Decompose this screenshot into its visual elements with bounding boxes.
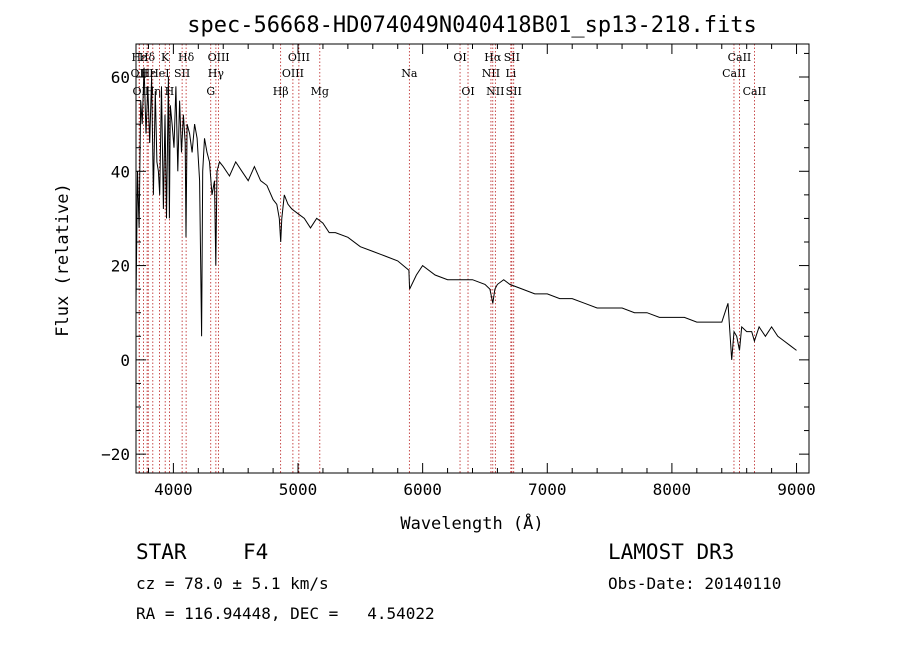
x-tick-label-6000: 6000 — [403, 480, 442, 499]
x-tick-label-7000: 7000 — [528, 480, 567, 499]
line-label-13: OIII — [208, 51, 230, 64]
line-label-22: Hα — [484, 51, 502, 64]
y-tick-label-40: 40 — [111, 162, 130, 181]
object-type: STAR — [136, 540, 187, 564]
series-layer — [135, 67, 797, 360]
line-label-17: Mg — [311, 85, 329, 98]
x-tick-label-8000: 8000 — [653, 480, 692, 499]
y-tick-label-60: 60 — [111, 68, 130, 87]
y-axis-label: Flux (relative) — [53, 183, 73, 337]
line-label-26: SII — [506, 85, 522, 98]
line-label-28: CaII — [728, 51, 752, 64]
line-label-25: SII — [504, 51, 520, 64]
line-label-9: SII — [174, 67, 190, 80]
line-label-3: Hδ — [139, 51, 156, 64]
x-axis-label: Wavelength (Å) — [400, 512, 543, 534]
line-label-10: Hδ — [178, 51, 195, 64]
line-label-11: G — [206, 85, 215, 98]
y-tick-label--20: −20 — [101, 445, 130, 464]
line-label-21: NII — [482, 67, 500, 80]
line-label-29: CaII — [743, 85, 767, 98]
plot-frame — [135, 43, 810, 474]
spectral-subclass: F4 — [243, 540, 269, 564]
x-tick-label-9000: 9000 — [777, 480, 816, 499]
line-label-5: Hη — [145, 85, 161, 98]
line-label-12: Hγ — [208, 67, 225, 80]
x-tick-label-5000: 5000 — [279, 480, 318, 499]
coordinates: RA = 116.94448, DEC = 4.54022 — [136, 604, 435, 623]
y-tick-label-0: 0 — [120, 351, 130, 370]
line-label-18: Na — [401, 67, 418, 80]
line-label-24: Li — [505, 67, 516, 80]
line-label-0: Hε — [131, 51, 147, 64]
line-label-8: H — [165, 85, 175, 98]
chart-title: spec-56668-HD074049N040418B01_sp13-218.f… — [187, 13, 757, 38]
line-label-19: OI — [453, 51, 466, 64]
series-spectrum — [135, 67, 797, 360]
line-label-15: OIII — [282, 67, 304, 80]
survey-name: LAMOST DR3 — [608, 540, 735, 564]
line-label-16: OIII — [288, 51, 310, 64]
spectral-line-markers: HεOIIOIIIHδHεHηHeIKHSIIHδGHγOIIIHβOIIIOI… — [131, 44, 767, 473]
line-label-6: HeI — [149, 67, 169, 80]
y-tick-label-20: 20 — [111, 257, 130, 276]
x-tick-label-4000: 4000 — [154, 480, 193, 499]
line-label-14: Hβ — [273, 85, 289, 98]
x-axis-ticks: 4000 5000 6000 7000 8000 9000 — [147, 44, 816, 499]
redshift-velocity: cz = 78.0 ± 5.1 km/s — [136, 574, 329, 593]
line-label-27: CaII — [722, 67, 746, 80]
line-label-23: NII — [486, 85, 504, 98]
y-axis-ticks: −20 0 20 40 60 — [101, 52, 809, 464]
line-label-20: OI — [461, 85, 474, 98]
observation-date: Obs-Date: 20140110 — [608, 574, 782, 593]
line-label-7: K — [161, 51, 170, 64]
